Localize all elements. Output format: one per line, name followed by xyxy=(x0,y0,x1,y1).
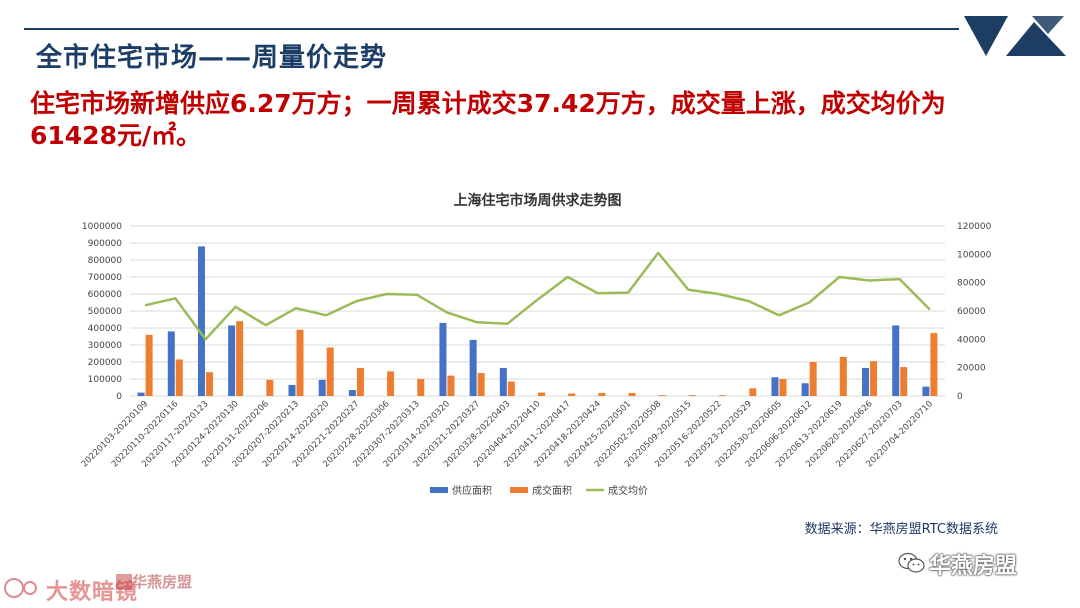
y-left-tick-label: 800000 xyxy=(88,256,123,266)
y-left-tick-label: 300000 xyxy=(88,341,123,351)
y-right-tick-label: 120000 xyxy=(957,222,992,232)
y-left-tick-label: 1000000 xyxy=(82,222,122,232)
deal-bar xyxy=(266,379,274,396)
deal-bar xyxy=(447,375,455,396)
deal-bar xyxy=(387,371,395,396)
y-left-tick-label: 600000 xyxy=(88,290,123,300)
deal-bar xyxy=(568,393,576,396)
supply-bar xyxy=(167,331,175,396)
deal-bar xyxy=(296,329,304,396)
chart-title: 上海住宅市场周供求走势图 xyxy=(454,192,622,209)
supply-bar xyxy=(228,325,236,396)
bottom-watermark-brand: 华燕房盟 xyxy=(132,573,193,591)
y-right-tick-label: 40000 xyxy=(957,335,986,345)
deal-bar xyxy=(598,392,606,396)
deal-bar xyxy=(779,379,787,396)
deal-bar xyxy=(749,388,757,396)
supply-bar xyxy=(137,392,145,396)
supply-bar xyxy=(469,339,477,396)
headline: 住宅市场新增供应6.27万方；一周累计成交37.42万方，成交量上涨，成交均价为… xyxy=(30,88,1030,152)
legend-label: 成交面积 xyxy=(532,484,572,497)
legend-swatch xyxy=(430,487,448,493)
brand-watermark: 华燕房盟 xyxy=(929,554,1018,579)
supply-bar xyxy=(288,384,296,396)
deal-bar xyxy=(326,347,334,396)
corner-logo-icon xyxy=(964,16,1066,56)
supply-bar xyxy=(862,367,870,396)
supply-bar xyxy=(439,322,447,396)
bottom-watermark-logo-icon xyxy=(4,574,132,598)
supply-bar xyxy=(922,386,930,396)
deal-bar xyxy=(175,359,183,396)
deal-bar xyxy=(658,395,666,396)
y-left-tick-label: 900000 xyxy=(88,239,123,249)
deal-bar xyxy=(900,367,908,396)
y-right-tick-label: 80000 xyxy=(957,279,986,289)
deal-bar xyxy=(538,392,545,396)
deal-bar xyxy=(236,321,244,396)
deal-bar xyxy=(145,334,153,396)
y-right-tick-label: 0 xyxy=(957,392,963,402)
y-right-tick-label: 60000 xyxy=(957,307,986,317)
deal-bar xyxy=(930,333,938,396)
legend-label: 成交均价 xyxy=(608,484,648,497)
supply-bar xyxy=(771,377,779,396)
deal-bar xyxy=(205,372,213,396)
supply-bar xyxy=(892,325,900,396)
headline-text: 住宅市场新增供应6.27万方；一周累计成交37.42万方，成交量上涨，成交均价为… xyxy=(30,89,946,150)
deal-bar xyxy=(477,373,485,396)
supply-bar xyxy=(499,367,507,396)
legend-swatch xyxy=(510,487,528,493)
y-left-tick-label: 200000 xyxy=(88,358,123,368)
wechat-icon xyxy=(898,552,925,573)
legend-label: 供应面积 xyxy=(452,484,492,497)
page-title: 全市住宅市场——周量价走势 xyxy=(36,43,388,73)
deal-bar xyxy=(719,395,727,396)
supply-demand-chart: 上海住宅市场周供求走势图0100000200000300000400000500… xyxy=(80,192,992,497)
deal-bar xyxy=(417,379,425,396)
deal-bar xyxy=(688,395,696,396)
y-left-tick-label: 700000 xyxy=(88,273,123,283)
price-line xyxy=(144,251,931,341)
supply-bar xyxy=(197,246,205,396)
title-rule xyxy=(24,28,959,30)
y-right-tick-label: 20000 xyxy=(957,364,986,374)
y-left-tick-label: 100000 xyxy=(88,375,123,385)
deal-bar xyxy=(507,381,515,396)
supply-bar xyxy=(318,379,326,396)
supply-bar xyxy=(348,390,356,396)
deal-bar xyxy=(628,392,636,396)
y-left-tick-label: 0 xyxy=(116,392,122,402)
deal-bar xyxy=(809,362,817,396)
deal-bar xyxy=(839,356,847,396)
bottom-watermark-text: 大数暗镜 xyxy=(46,580,139,605)
deal-bar xyxy=(356,367,364,396)
headline-end: 。 xyxy=(176,121,202,150)
deal-bar xyxy=(870,361,878,396)
supply-bar xyxy=(801,383,809,396)
y-right-tick-label: 100000 xyxy=(957,250,992,260)
y-left-tick-label: 500000 xyxy=(88,307,123,317)
y-left-tick-label: 400000 xyxy=(88,324,123,334)
source-note: 数据来源：华燕房盟RTC数据系统 xyxy=(804,522,998,537)
